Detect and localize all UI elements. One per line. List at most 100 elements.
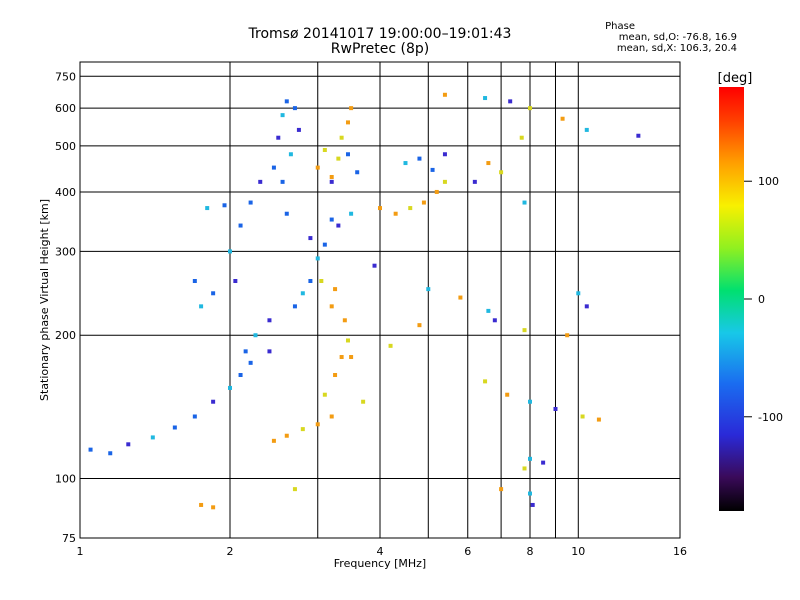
y-axis-label: Stationary phase Virtual Height [km]: [38, 199, 51, 401]
data-point-o: [211, 399, 216, 404]
data-point-x: [329, 304, 334, 309]
data-point-o: [280, 179, 285, 184]
data-point-scattered: [483, 96, 488, 101]
data-point-scattered: [372, 263, 377, 268]
y-tick-label: 750: [55, 70, 76, 83]
data-point-o: [126, 442, 131, 447]
data-point-scattered: [528, 106, 532, 111]
data-point-scattered: [596, 417, 601, 422]
data-point-o: [199, 304, 204, 309]
x-tick-label: 1: [77, 545, 84, 558]
y-tick-label: 600: [55, 102, 76, 115]
x-axis-label: Frequency [MHz]: [334, 557, 426, 570]
data-point-o: [345, 152, 350, 157]
data-point-o: [192, 414, 197, 419]
data-point-x: [421, 200, 426, 205]
data-point-o: [442, 152, 447, 157]
data-point-scattered: [508, 99, 513, 104]
data-point-o: [248, 200, 253, 205]
data-point-scattered: [505, 392, 510, 397]
data-point-o: [172, 425, 177, 430]
data-point-scattered: [458, 295, 463, 300]
data-point-o: [355, 170, 360, 175]
data-point-x: [322, 147, 327, 152]
x-tick-label: 16: [673, 545, 687, 558]
data-point-x: [408, 206, 413, 211]
data-point-scattered: [361, 399, 366, 404]
data-point-o: [276, 135, 281, 140]
data-point-scattered: [580, 414, 585, 419]
data-point-o: [430, 167, 435, 172]
data-point-o: [284, 211, 289, 216]
colorbar-unit-label: [deg]: [718, 71, 753, 86]
phase-title: Phase: [605, 21, 635, 32]
y-axis-ticks: 75 100 200 300 400 500 600 750: [55, 70, 76, 545]
data-point-x: [322, 392, 327, 397]
x-tick-label: 6: [464, 545, 471, 558]
data-point-o: [300, 291, 305, 296]
data-point-x: [336, 156, 341, 161]
y-tick-label: 500: [55, 140, 76, 153]
colorbar-tick-label: 100: [758, 175, 779, 188]
data-point-x: [342, 318, 347, 323]
data-point-scattered: [584, 127, 589, 132]
data-point-o: [329, 217, 334, 222]
data-point-o: [243, 349, 248, 354]
data-point-scattered: [565, 333, 570, 338]
data-point-o: [288, 152, 293, 157]
x-tick-label: 10: [571, 545, 585, 558]
data-point-o: [308, 236, 313, 241]
phase-o-stats: mean, sd,O: -76.8, 16.9: [618, 32, 737, 43]
data-point-x: [211, 505, 216, 510]
data-point-x: [378, 206, 382, 211]
data-point-scattered: [560, 116, 565, 121]
data-point-x: [345, 120, 350, 125]
data-point-scattered: [472, 179, 477, 184]
data-point-scattered: [576, 291, 581, 296]
data-point-o: [349, 211, 354, 216]
data-point-o: [336, 223, 341, 228]
data-point-scattered: [486, 161, 491, 166]
data-point-o: [253, 333, 258, 338]
data-point-o: [292, 304, 297, 309]
data-point-o: [248, 360, 253, 365]
data-point-o: [88, 447, 93, 452]
data-point-o: [192, 279, 197, 284]
data-point-x: [349, 106, 354, 111]
colorbar-tick-label: -100: [758, 411, 783, 424]
data-point-scattered: [486, 308, 491, 313]
phase-colorbar: [719, 87, 744, 511]
colorbar-tick-label: 0: [758, 293, 765, 306]
y-tick-label: 300: [55, 245, 76, 258]
y-tick-label: 100: [55, 473, 76, 486]
x-axis-ticks: 1 2 4 6 8 10 16: [77, 545, 688, 558]
data-point-scattered: [426, 287, 431, 292]
data-point-scattered: [499, 487, 504, 492]
data-point-scattered: [636, 133, 641, 138]
data-point-x: [434, 189, 439, 194]
data-point-scattered: [553, 406, 558, 411]
data-point-x: [333, 373, 338, 378]
data-point-o: [280, 113, 285, 118]
data-point-o: [205, 206, 210, 211]
y-tick-label: 75: [62, 532, 76, 545]
data-point-scattered: [483, 379, 488, 384]
data-point-o: [329, 179, 334, 184]
colorbar-ticks: 100 0 -100: [744, 175, 783, 424]
data-point-o: [417, 156, 422, 161]
x-tick-label: 8: [527, 545, 534, 558]
data-point-x: [315, 165, 320, 170]
data-point-scattered: [522, 466, 527, 471]
data-point-x: [319, 279, 324, 284]
x-tick-label: 4: [377, 545, 384, 558]
data-point-o: [284, 99, 289, 104]
data-point-x: [271, 438, 276, 443]
data-point-x: [339, 355, 344, 360]
data-point-x: [199, 502, 204, 507]
data-point-o: [228, 385, 232, 390]
data-point-o: [267, 349, 272, 354]
data-point-scattered: [530, 502, 535, 507]
data-point-x: [315, 422, 320, 427]
data-point-scattered: [528, 491, 532, 496]
